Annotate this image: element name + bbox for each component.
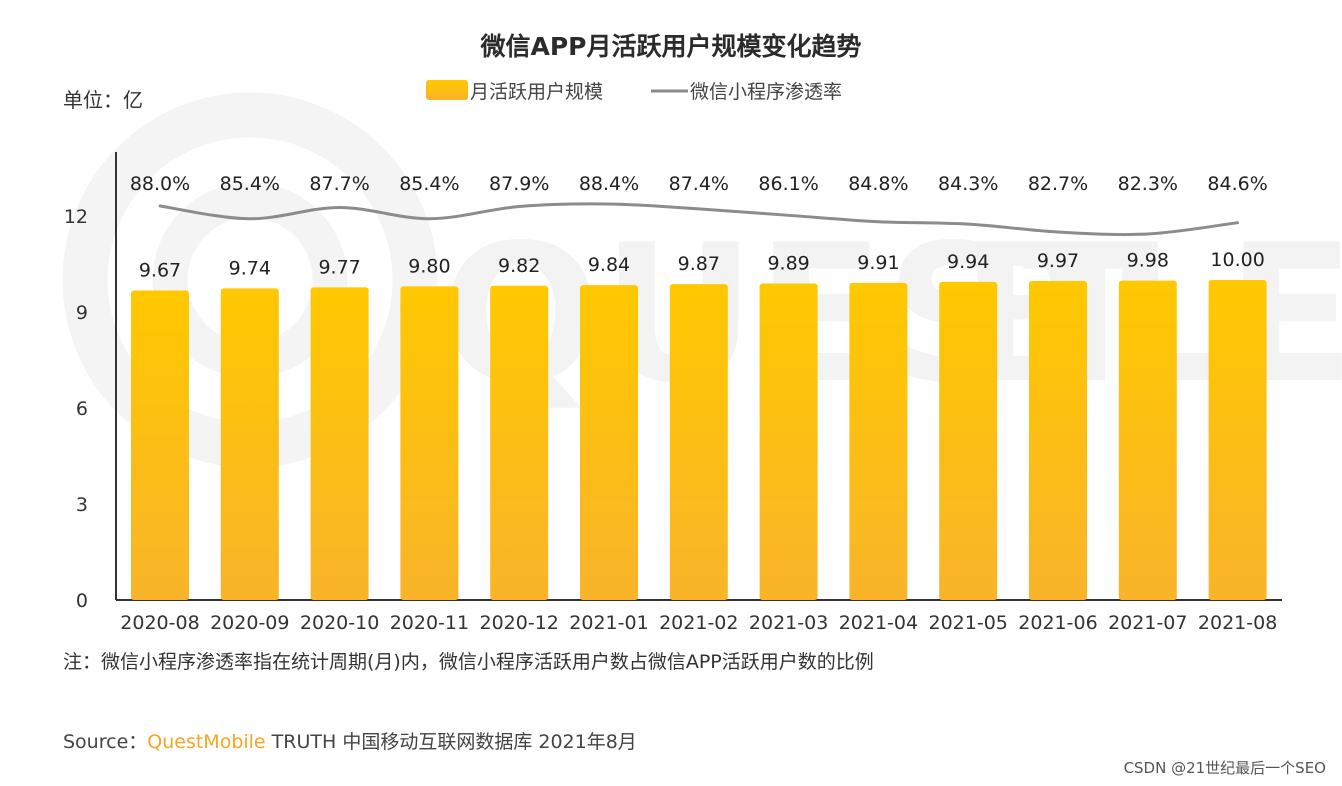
x-tick-label: 2021-03 bbox=[749, 612, 828, 634]
y-tick-label: 9 bbox=[76, 302, 88, 324]
penetration-value-label: 85.4% bbox=[399, 173, 459, 195]
chart-title: 微信APP月活跃用户规模变化趋势 bbox=[480, 32, 862, 61]
x-tick-label: 2021-01 bbox=[569, 612, 648, 634]
bar-value-label: 9.84 bbox=[588, 254, 630, 276]
source-prefix: Source： bbox=[63, 731, 147, 753]
bar-value-label: 9.97 bbox=[1037, 250, 1079, 272]
penetration-value-label: 84.6% bbox=[1207, 173, 1267, 195]
bar-value-label: 9.74 bbox=[229, 257, 271, 279]
bar-2021-05 bbox=[939, 281, 998, 600]
bar-value-label: 9.82 bbox=[498, 255, 540, 277]
bar-value-label: 9.77 bbox=[318, 256, 360, 278]
source-brand: QuestMobile bbox=[147, 731, 265, 753]
bar-2021-07 bbox=[1118, 280, 1177, 600]
bar-value-label: 9.91 bbox=[857, 252, 899, 274]
bar-value-label: 10.00 bbox=[1210, 249, 1264, 271]
penetration-value-label: 87.9% bbox=[489, 173, 549, 195]
x-tick-label: 2020-10 bbox=[300, 612, 379, 634]
penetration-line bbox=[158, 202, 1240, 237]
x-tick-label: 2021-02 bbox=[659, 612, 738, 634]
legend-bar-label: 月活跃用户规模 bbox=[470, 81, 603, 103]
bar-2021-01 bbox=[580, 285, 638, 600]
bar-value-label: 9.80 bbox=[408, 255, 450, 277]
penetration-value-label: 87.7% bbox=[309, 173, 369, 195]
penetration-value-labels: 88.0% 85.4% 87.7% 85.4% 87.9% 88.4% 87.4% 86.1%… bbox=[130, 173, 1268, 195]
source-line: Source：QuestMobile TRUTH 中国移动互联网数据库 2021… bbox=[63, 731, 637, 753]
chart-note: 注：微信小程序渗透率指在统计周期(月)内，微信小程序活跃用户数占微信APP活跃用… bbox=[63, 651, 874, 673]
y-tick-label: 12 bbox=[64, 206, 88, 228]
bar-2021-04 bbox=[849, 282, 908, 600]
x-tick-label: 2021-04 bbox=[839, 612, 918, 634]
x-tick-label: 2020-12 bbox=[480, 612, 559, 634]
bar-2020-11 bbox=[400, 286, 459, 600]
penetration-value-label: 86.1% bbox=[758, 173, 818, 195]
legend: 月活跃用户规模 微信小程序渗透率 bbox=[426, 80, 842, 103]
penetration-value-label: 82.3% bbox=[1118, 173, 1178, 195]
x-ticks: 2020-08 2020-09 2020-10 2020-11 2020-12 2021-… bbox=[120, 612, 1277, 634]
penetration-value-label: 88.0% bbox=[130, 173, 190, 195]
penetration-value-label: 84.3% bbox=[938, 173, 998, 195]
bar-value-label: 9.67 bbox=[139, 260, 181, 282]
x-tick-label: 2021-06 bbox=[1018, 612, 1097, 634]
x-tick-label: 2020-11 bbox=[390, 612, 469, 634]
bar-2020-10 bbox=[310, 287, 369, 600]
legend-line-label: 微信小程序渗透率 bbox=[690, 81, 842, 103]
bars bbox=[131, 280, 1267, 600]
unit-label: 单位：亿 bbox=[63, 88, 143, 112]
y-tick-label: 6 bbox=[76, 398, 88, 420]
x-tick-label: 2021-08 bbox=[1198, 612, 1277, 634]
bar-2020-12 bbox=[490, 285, 549, 600]
bar-2021-06 bbox=[1029, 280, 1087, 600]
bar-2020-08 bbox=[131, 290, 189, 600]
y-tick-label: 3 bbox=[76, 494, 88, 516]
bar-value-label: 9.87 bbox=[678, 253, 720, 275]
bar-2021-03 bbox=[759, 283, 818, 600]
bar-value-label: 9.89 bbox=[767, 253, 809, 275]
x-tick-label: 2021-07 bbox=[1108, 612, 1187, 634]
y-ticks: 0 3 6 9 12 bbox=[64, 206, 88, 612]
source-rest: TRUTH 中国移动互联网数据库 2021年8月 bbox=[266, 731, 637, 753]
bar-2021-08 bbox=[1208, 280, 1267, 600]
penetration-value-label: 87.4% bbox=[669, 173, 729, 195]
bar-value-label: 9.94 bbox=[947, 251, 989, 273]
csdn-watermark: CSDN @21世纪最后一个SEO bbox=[1124, 759, 1326, 777]
bar-2021-02 bbox=[669, 284, 728, 600]
penetration-value-label: 82.7% bbox=[1028, 173, 1088, 195]
bar-value-labels: 9.67 9.74 9.77 9.80 9.82 9.84 9.87 9.89 9.91 9.94… bbox=[139, 249, 1265, 282]
bar-value-label: 9.98 bbox=[1127, 250, 1169, 272]
x-tick-label: 2021-05 bbox=[929, 612, 1008, 634]
bar-2020-09 bbox=[220, 288, 279, 600]
penetration-value-label: 85.4% bbox=[220, 173, 280, 195]
y-tick-label: 0 bbox=[76, 590, 88, 612]
x-tick-label: 2020-09 bbox=[210, 612, 289, 634]
penetration-value-label: 88.4% bbox=[579, 173, 639, 195]
x-tick-label: 2020-08 bbox=[120, 612, 199, 634]
penetration-value-label: 84.8% bbox=[848, 173, 908, 195]
legend-bar-swatch bbox=[426, 80, 468, 100]
